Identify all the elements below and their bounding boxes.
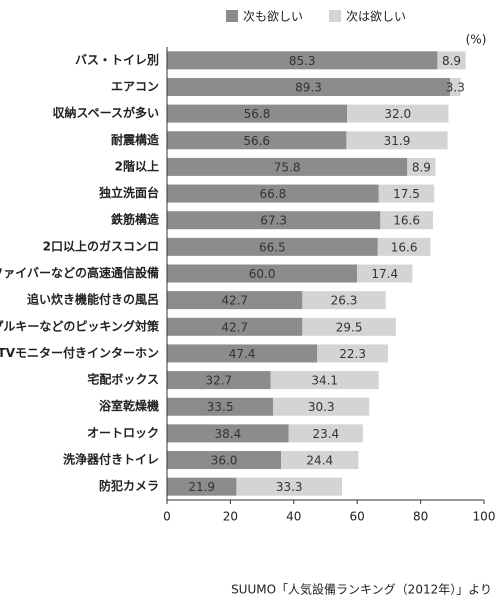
bar-segment <box>450 77 461 96</box>
bar-segment <box>167 371 271 390</box>
legend-swatch <box>329 10 341 22</box>
bar-segment <box>167 184 379 203</box>
bar-segment <box>270 371 379 390</box>
legend-swatch <box>226 10 238 22</box>
value-label: 17.4 <box>371 267 398 281</box>
value-label: 89.3 <box>295 80 322 94</box>
value-label: 8.9 <box>412 160 431 174</box>
category-label: バス・トイレ別 <box>75 53 159 67</box>
value-label: 75.8 <box>274 160 301 174</box>
bar-segment <box>346 131 448 150</box>
bar-segment <box>167 477 237 496</box>
bar-segment <box>167 317 303 336</box>
value-label: 66.8 <box>260 187 287 201</box>
legend-label: 次は欲しい <box>346 10 406 24</box>
category-label: 独立洗面台 <box>98 185 159 200</box>
bar-segment <box>236 477 342 496</box>
bar-segment <box>167 77 451 96</box>
value-label: 34.1 <box>311 374 338 388</box>
bar-segment <box>302 291 386 310</box>
value-label: 26.3 <box>331 294 358 308</box>
value-label: 32.0 <box>384 107 411 121</box>
bar-segment <box>167 157 408 176</box>
category-label: ティンプルキーなどのピッキング対策 <box>0 318 160 333</box>
category-label: TVモニター付きインターホン <box>0 345 159 360</box>
value-label: 42.7 <box>221 320 248 334</box>
value-label: 33.5 <box>207 400 234 414</box>
bar-segment <box>437 51 466 70</box>
bar-segment <box>302 317 396 336</box>
bar-segment <box>167 237 378 256</box>
value-label: 21.9 <box>188 480 215 494</box>
value-label: 56.8 <box>244 107 271 121</box>
category-label: エアコン <box>111 79 159 93</box>
bar-segment <box>281 451 359 470</box>
bar-segment <box>167 291 303 310</box>
category-label: 洗浄器付きトイレ <box>63 452 159 467</box>
x-tick-label: 0 <box>163 510 171 524</box>
value-label: 17.5 <box>393 187 420 201</box>
value-label: 47.4 <box>229 347 256 361</box>
bar-segment <box>377 237 431 256</box>
category-label: 浴室乾燥機 <box>99 398 159 413</box>
bar-segment <box>167 451 282 470</box>
category-label: 耐震構造 <box>111 132 160 147</box>
category-label: 鉄筋構造 <box>111 212 160 227</box>
bar-segment <box>273 397 370 416</box>
value-label: 60.0 <box>249 267 276 281</box>
value-label: 42.7 <box>221 294 248 308</box>
bar-segment <box>288 424 363 443</box>
bar-segment <box>167 51 438 70</box>
value-label: 33.3 <box>276 480 303 494</box>
x-tick-label: 80 <box>413 510 428 524</box>
x-tick-label: 20 <box>223 510 238 524</box>
value-label: 31.9 <box>384 134 411 148</box>
bar-segment <box>317 344 388 363</box>
value-label: 67.3 <box>260 214 287 228</box>
x-tick-label: 100 <box>473 510 496 524</box>
bar-segment <box>167 211 381 230</box>
category-label: オートロック <box>87 426 159 440</box>
category-label: 光ファイバーなどの高速通信設備 <box>0 265 159 280</box>
bar-segment <box>167 264 358 283</box>
value-label: 36.0 <box>211 454 238 468</box>
value-label: 30.3 <box>308 400 335 414</box>
value-label: 24.4 <box>306 454 333 468</box>
bar-segment <box>167 397 274 416</box>
category-label: 追い炊き機能付きの風呂 <box>27 292 159 307</box>
category-label: 宅配ボックス <box>87 372 159 387</box>
value-label: 56.6 <box>243 134 270 148</box>
bar-segment <box>407 157 436 176</box>
unit-label: (%) <box>466 33 487 47</box>
value-label: 16.6 <box>393 214 420 228</box>
value-label: 8.9 <box>442 54 461 68</box>
category-label: 2階以上 <box>115 158 159 173</box>
category-label: 収納スペースが多い <box>52 105 159 120</box>
bar-segment <box>167 131 347 150</box>
bar-segment <box>167 424 289 443</box>
value-label: 32.7 <box>205 374 232 388</box>
source: SUUMO「人気設備ランキング（2012年）」より <box>231 582 492 597</box>
x-tick-label: 60 <box>350 510 365 524</box>
category-label: 2口以上のガスコンロ <box>43 238 159 253</box>
value-label: 29.5 <box>336 320 363 334</box>
value-label: 85.3 <box>289 54 316 68</box>
bar-segment <box>347 104 449 123</box>
value-label: 3.3 <box>446 80 465 94</box>
bar-segment <box>380 211 433 230</box>
legend-label: 次も欲しい <box>243 10 303 24</box>
category-label: 防犯カメラ <box>99 478 159 493</box>
x-tick-label: 40 <box>286 510 301 524</box>
bar-segment <box>378 184 435 203</box>
value-label: 38.4 <box>215 427 242 441</box>
bar-segment <box>167 344 318 363</box>
bar-segment <box>167 104 348 123</box>
value-label: 66.5 <box>259 240 286 254</box>
value-label: 23.4 <box>312 427 339 441</box>
bar-segment <box>357 264 413 283</box>
value-label: 16.6 <box>391 240 418 254</box>
value-label: 22.3 <box>339 347 366 361</box>
